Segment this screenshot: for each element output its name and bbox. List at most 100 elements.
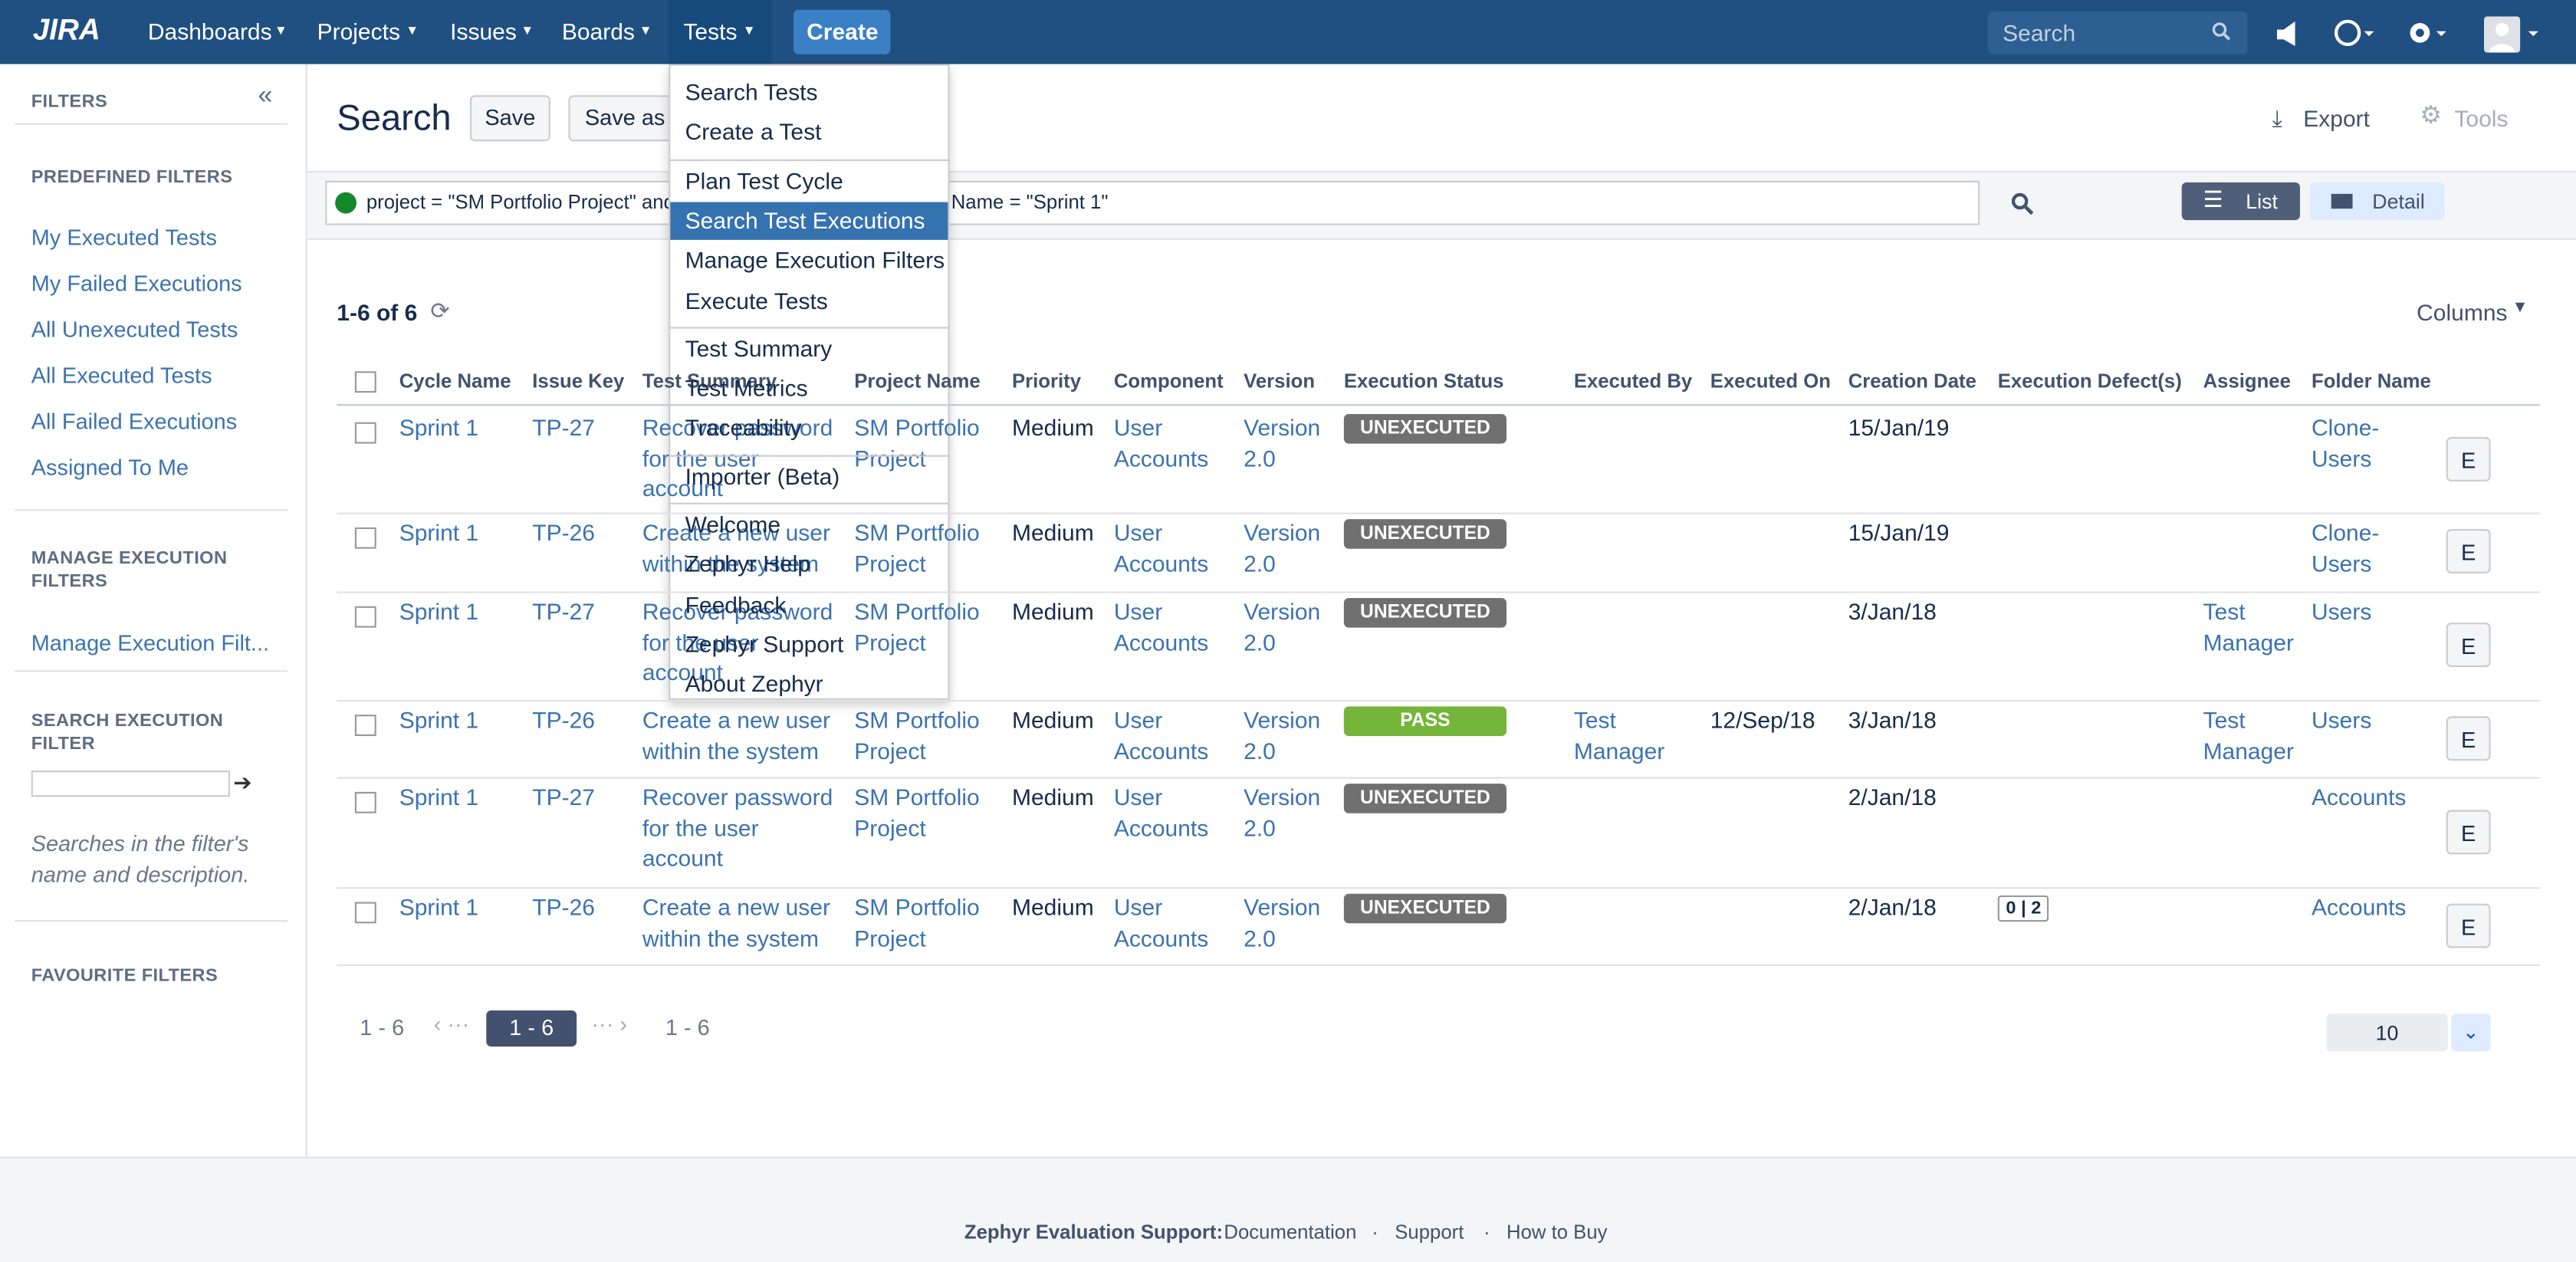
menu-item[interactable]: Create a Test xyxy=(685,118,822,146)
page-last[interactable]: 1 - 6 xyxy=(665,1015,710,1040)
cell[interactable]: TP-27 xyxy=(532,598,595,625)
logo[interactable]: JIRA xyxy=(32,13,100,46)
cell[interactable]: User Accounts xyxy=(1113,784,1209,841)
cell[interactable]: TP-27 xyxy=(532,784,595,810)
nav-item[interactable]: Dashboards xyxy=(147,18,272,44)
cell[interactable]: Sprint 1 xyxy=(399,414,479,441)
cell[interactable]: Users xyxy=(2312,706,2372,733)
cell[interactable]: User Accounts xyxy=(1113,893,1209,951)
create-button[interactable] xyxy=(794,9,891,54)
nav-item[interactable]: Boards xyxy=(561,18,635,44)
cell[interactable]: SM Portfolio Project xyxy=(854,414,980,471)
menu-item[interactable]: Manage Execution Filters xyxy=(685,246,945,274)
edit-button[interactable]: E xyxy=(2446,623,2491,667)
cell[interactable]: Version 2.0 xyxy=(1244,519,1321,577)
page-current[interactable]: 1 - 6 xyxy=(509,1015,554,1040)
cell[interactable]: Version 2.0 xyxy=(1244,414,1321,471)
filter-link[interactable]: Manage Execution Filt... xyxy=(31,630,270,656)
go-arrow[interactable]: ➔ xyxy=(233,770,252,796)
menu-item[interactable]: About Zephyr xyxy=(685,670,823,697)
menu-item[interactable]: Zephyr Help xyxy=(685,550,810,577)
nav-item[interactable]: Issues xyxy=(450,18,517,44)
cell[interactable]: Clone-Users xyxy=(2312,414,2380,471)
footer-link[interactable]: Support xyxy=(1395,1221,1464,1244)
filter-link[interactable]: My Failed Executions xyxy=(31,271,242,296)
cell[interactable]: Version 2.0 xyxy=(1244,706,1321,764)
menu-item[interactable]: Importer (Beta) xyxy=(685,462,840,489)
edit-button[interactable]: E xyxy=(2446,437,2491,481)
cell[interactable]: TP-27 xyxy=(532,414,595,441)
cell[interactable]: Version 2.0 xyxy=(1244,598,1321,655)
cell[interactable]: TP-26 xyxy=(532,893,595,920)
cell[interactable]: Recover password for the user account xyxy=(642,598,833,685)
edit-button[interactable]: E xyxy=(2446,809,2491,854)
cell[interactable]: Version 2.0 xyxy=(1244,893,1321,951)
cell[interactable]: SM Portfolio Project xyxy=(854,598,980,655)
cell[interactable]: Test Manager xyxy=(1573,706,1665,764)
cell[interactable]: SM Portfolio Project xyxy=(854,784,980,841)
cell[interactable]: Create a new user within the system xyxy=(642,893,831,951)
cell[interactable]: Sprint 1 xyxy=(399,706,479,733)
menu-item[interactable]: Welcome xyxy=(685,511,781,537)
export[interactable]: Export xyxy=(2303,105,2371,132)
nav-item[interactable]: Projects xyxy=(317,18,400,44)
page-size[interactable]: 10 xyxy=(2375,1021,2399,1045)
create-label[interactable]: Create xyxy=(807,18,879,44)
cell[interactable]: Version 2.0 xyxy=(1244,784,1321,841)
detail-label[interactable]: Detail xyxy=(2372,190,2425,214)
cell[interactable]: Clone-Users xyxy=(2312,519,2380,577)
tools[interactable]: Tools xyxy=(2454,105,2509,132)
columns-button[interactable]: Columns xyxy=(2417,299,2508,326)
menu-item[interactable]: Test Metrics xyxy=(685,374,808,402)
filter-link[interactable]: All Executed Tests xyxy=(31,363,212,388)
menu-item[interactable]: Search Test Executions xyxy=(685,206,925,234)
menu-item[interactable]: Test Summary xyxy=(685,334,833,361)
edit-button[interactable]: E xyxy=(2446,902,2491,948)
nav-item[interactable]: Tests xyxy=(683,18,738,44)
menu-item[interactable]: Zephyr Support xyxy=(685,630,844,657)
footer-link[interactable]: How to Buy xyxy=(1506,1221,1608,1244)
menu-item[interactable]: Plan Test Cycle xyxy=(685,166,843,193)
cell[interactable]: Recover password for the user account xyxy=(642,784,833,871)
collapse[interactable]: « xyxy=(258,82,273,110)
cell[interactable]: Create a new user within the system xyxy=(642,706,831,764)
search-box[interactable] xyxy=(1987,12,2248,54)
cell[interactable]: Accounts xyxy=(2312,784,2407,810)
list-toggle[interactable] xyxy=(2181,182,2300,221)
cell[interactable]: Test Manager xyxy=(2203,706,2294,764)
cell[interactable]: SM Portfolio Project xyxy=(854,893,980,951)
cell[interactable]: User Accounts xyxy=(1113,598,1209,655)
cell[interactable]: Create a new user within the system xyxy=(642,519,831,577)
cell[interactable]: Test Manager xyxy=(2203,598,2294,655)
menu-item[interactable]: Search Tests xyxy=(685,78,818,106)
cell[interactable]: User Accounts xyxy=(1113,706,1209,764)
filter-input[interactable] xyxy=(31,770,230,797)
filter-link[interactable]: All Failed Executions xyxy=(31,409,238,434)
menu-item[interactable]: Feedback xyxy=(685,590,787,617)
footer-link[interactable]: Documentation xyxy=(1224,1221,1357,1244)
filter-link[interactable]: My Executed Tests xyxy=(31,225,217,250)
cell[interactable]: Sprint 1 xyxy=(399,893,479,920)
filter-link[interactable]: All Unexecuted Tests xyxy=(31,317,238,342)
edit-button[interactable]: E xyxy=(2446,715,2491,761)
menu-item[interactable]: Traceability xyxy=(685,414,802,442)
cell[interactable]: Users xyxy=(2312,598,2372,625)
save-as-button[interactable]: Save as xyxy=(568,95,684,142)
cell[interactable]: User Accounts xyxy=(1113,519,1209,577)
cell[interactable]: User Accounts xyxy=(1113,414,1209,471)
menu-item[interactable]: Execute Tests xyxy=(685,286,828,314)
save-button[interactable]: Save xyxy=(469,95,550,142)
cell[interactable]: SM Portfolio Project xyxy=(854,519,980,577)
cell[interactable]: Sprint 1 xyxy=(399,519,479,546)
cell[interactable]: Recover password for the user account xyxy=(642,414,833,501)
cell[interactable]: Sprint 1 xyxy=(399,784,479,810)
filter-link[interactable]: Assigned To Me xyxy=(31,455,189,480)
page-first[interactable]: 1 - 6 xyxy=(360,1015,405,1040)
query-search[interactable] xyxy=(2011,192,2034,215)
page-size-toggle[interactable]: ⌄ xyxy=(2451,1014,2491,1052)
edit-button[interactable]: E xyxy=(2446,529,2491,573)
header-icons[interactable] xyxy=(2274,16,2553,53)
cell[interactable]: Sprint 1 xyxy=(399,598,479,625)
cell[interactable]: TP-26 xyxy=(532,519,595,546)
list-label[interactable]: List xyxy=(2246,190,2278,214)
